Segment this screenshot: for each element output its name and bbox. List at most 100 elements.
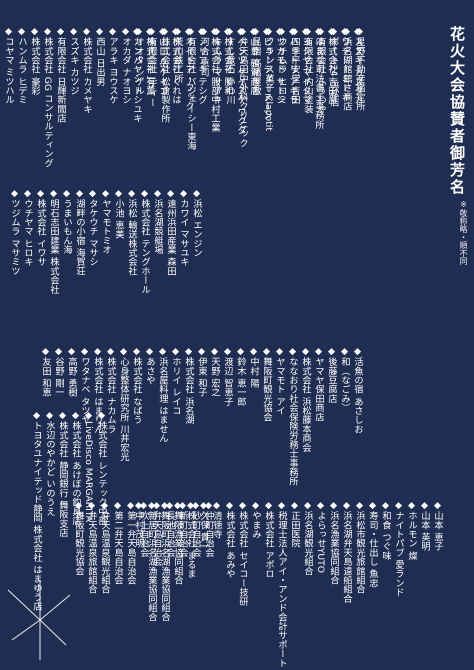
sponsor-name: 株式会社 静岡銀行 舞阪支店 (57, 421, 68, 538)
diamond-bullet-icon: ◆ (222, 346, 233, 357)
sponsor-entry: ◆株式会社 イワサ (34, 188, 47, 266)
sponsor-entry: ◆LiveDisco MARGARITA (82, 410, 95, 522)
sponsor-name: 弁天島温泉旅館組合 (86, 511, 97, 594)
sponsor-name: 弁天島田中外科クリニック (237, 37, 248, 148)
sponsor-entry: ◆ポート24 浜松店 (327, 26, 340, 107)
sponsor-entry: ◆株式会社 まるま (184, 500, 197, 578)
note-text: ※敬称略・順不同 (459, 200, 468, 265)
sponsor-name: オイトア・フック (183, 37, 194, 111)
sponsor-name: 第二弁天島自治会 (112, 511, 123, 585)
diamond-bullet-icon: ◆ (263, 500, 274, 511)
sponsor-name: ヤマモトミオ (100, 199, 111, 255)
sponsor-name: 浜名屋料理 はません (157, 357, 168, 443)
sponsor-entry: ◆心身整体研究所 川井宏光 (117, 346, 130, 461)
sponsor-entry: ◆仲町自治会 (202, 500, 215, 557)
diamond-bullet-icon: ◆ (87, 188, 98, 199)
sponsor-name: 株式会社 あけぼの釣具店 (70, 421, 81, 526)
sponsor-entry: ◆浜松 エンジン (190, 188, 203, 257)
sponsor-entry: ◆株式会社 勝和 (221, 26, 234, 95)
diamond-bullet-icon: ◆ (44, 410, 55, 421)
sponsor-name: ハンムラ ヒデミ (16, 37, 27, 105)
diamond-bullet-icon: ◆ (177, 500, 188, 511)
sponsor-entry: ◆ツジムラ マサミツ (8, 188, 21, 276)
sponsor-name: 新居町浜名湖漁業協同組合 (146, 511, 157, 622)
diamond-bullet-icon: ◆ (118, 346, 129, 357)
diamond-bullet-icon: ◆ (53, 346, 64, 357)
diamond-bullet-icon: ◆ (170, 346, 181, 357)
diamond-bullet-icon: ◆ (183, 346, 194, 357)
sponsor-name: カワイ マサユキ (178, 199, 189, 267)
sponsor-name: 弁天島自治会 (151, 511, 162, 567)
diamond-bullet-icon: ◆ (209, 26, 220, 37)
sponsor-name: すし竜石 いわ川 (224, 37, 235, 105)
sponsor-name: 明石志田建業 株式会社 (48, 199, 59, 294)
sponsor-name: よらっせYUTO (315, 511, 326, 573)
diamond-bullet-icon: ◆ (31, 410, 42, 421)
diamond-bullet-icon: ◆ (289, 26, 300, 37)
sponsor-name: 正田医院 (289, 511, 300, 548)
sponsor-entry: ◆長池自治会 (163, 500, 176, 557)
sponsor-entry: ◆ウチヤマ ヒロキ (21, 188, 34, 266)
sponsor-name: LiveDisco MARGARITA (83, 421, 94, 523)
sponsor-entry: ◆有限会社 日輝新聞店 (54, 26, 67, 123)
sponsor-name: ノリアキ テシグ (196, 37, 207, 105)
diamond-bullet-icon: ◆ (196, 26, 207, 37)
diamond-bullet-icon: ◆ (94, 26, 105, 37)
sponsor-entry: ◆清徳寺 (210, 500, 223, 539)
sponsor-name: 清徳寺 (211, 511, 222, 539)
sponsor-entry: ◆株式会社 カメヤキ (80, 26, 93, 114)
sponsor-name: 株式会社 あみや (224, 511, 235, 579)
sponsor-name: 株式会社 GG コンサルティング (42, 37, 53, 168)
sponsor-entry: ◆ハンムラ ヒデミ (15, 26, 28, 104)
sponsor-name: 舞阪町観光協会 (73, 511, 84, 576)
diamond-bullet-icon: ◆ (352, 346, 363, 357)
sponsor-entry: ◆株式会社 セイコー技研 (236, 500, 249, 606)
sponsor-name: 株式会社 レンテック中部 (96, 421, 107, 526)
sponsor-name: はまな司法書士事務所 (313, 37, 324, 129)
sponsor-name: 舞阪町観光協会 (261, 357, 272, 422)
sponsor-entry: ◆株式会社 豪彩 (28, 26, 41, 95)
sponsor-entry: ◆山本 恵子 (431, 500, 444, 551)
sponsor-entry: ◆弁天島田中外科クリニック (236, 26, 249, 147)
sponsor-entry: ◆株式会社 アポロ (262, 500, 275, 578)
sponsor-entry: ◆舞阪町浜名湖漁業協同組合 (158, 500, 171, 621)
diamond-bullet-icon: ◆ (146, 26, 157, 37)
diamond-bullet-icon: ◆ (326, 346, 337, 357)
diamond-bullet-icon: ◆ (287, 26, 298, 37)
sponsor-entry: ◆浜松市観光旅館組合 (353, 500, 366, 594)
diamond-bullet-icon: ◆ (326, 26, 337, 37)
sponsor-entry: ◆あさや (143, 346, 156, 385)
diamond-bullet-icon: ◆ (235, 26, 246, 37)
diamond-bullet-icon: ◆ (289, 500, 300, 511)
diamond-bullet-icon: ◆ (68, 26, 79, 37)
diamond-bullet-icon: ◆ (139, 188, 150, 199)
diamond-bullet-icon: ◆ (274, 26, 285, 37)
sponsor-name: ポート24 浜松店 (328, 37, 339, 107)
sponsor-entry: ◆舞阪町観光協会 (260, 346, 273, 421)
sponsor-name: ナイトパブ 愛ランド (393, 511, 404, 597)
sponsor-entry: ◆浜名湖館舘さ商店 (340, 26, 353, 111)
sponsor-entry: ◆トヨタユナイテッド静岡 株式会社 はまゆう店 (30, 410, 43, 611)
sponsor-entry: ◆株式会社 ナカムラ (104, 346, 117, 434)
diamond-bullet-icon: ◆ (40, 346, 51, 357)
diamond-bullet-icon: ◆ (185, 500, 196, 511)
sponsor-name: 寿司・仕出し 魚忠 (367, 511, 378, 588)
sponsor-entry: ◆株式会社 くれは (169, 26, 182, 104)
sponsor-name: 友田 和恵 (40, 357, 51, 397)
sponsor-entry: ◆新居町浜名湖漁業協同組合 (145, 500, 158, 621)
diamond-bullet-icon: ◆ (393, 500, 404, 511)
diamond-bullet-icon: ◆ (341, 26, 352, 37)
diamond-bullet-icon: ◆ (79, 346, 90, 357)
sponsor-entry: ◆コヤマ ミツハル (2, 26, 15, 104)
diamond-bullet-icon: ◆ (354, 500, 365, 511)
sponsor-entry: ◆よらっせYUTO (314, 500, 327, 573)
diamond-bullet-icon: ◆ (126, 188, 137, 199)
sponsor-name: 株式会社 吉田屋 (326, 37, 337, 105)
sponsor-entry: ◆和食 つぐ味 (379, 500, 392, 560)
sponsor-entry: ◆第二弁天島自治会 (111, 500, 124, 585)
sponsor-entry: ◆カンバヤシ トシユキ (130, 26, 143, 123)
diamond-bullet-icon: ◆ (315, 500, 326, 511)
sponsor-entry: ◆株式会社 吉田屋 (325, 26, 338, 104)
sponsor-name: 株式会社 アポロ (263, 511, 274, 579)
